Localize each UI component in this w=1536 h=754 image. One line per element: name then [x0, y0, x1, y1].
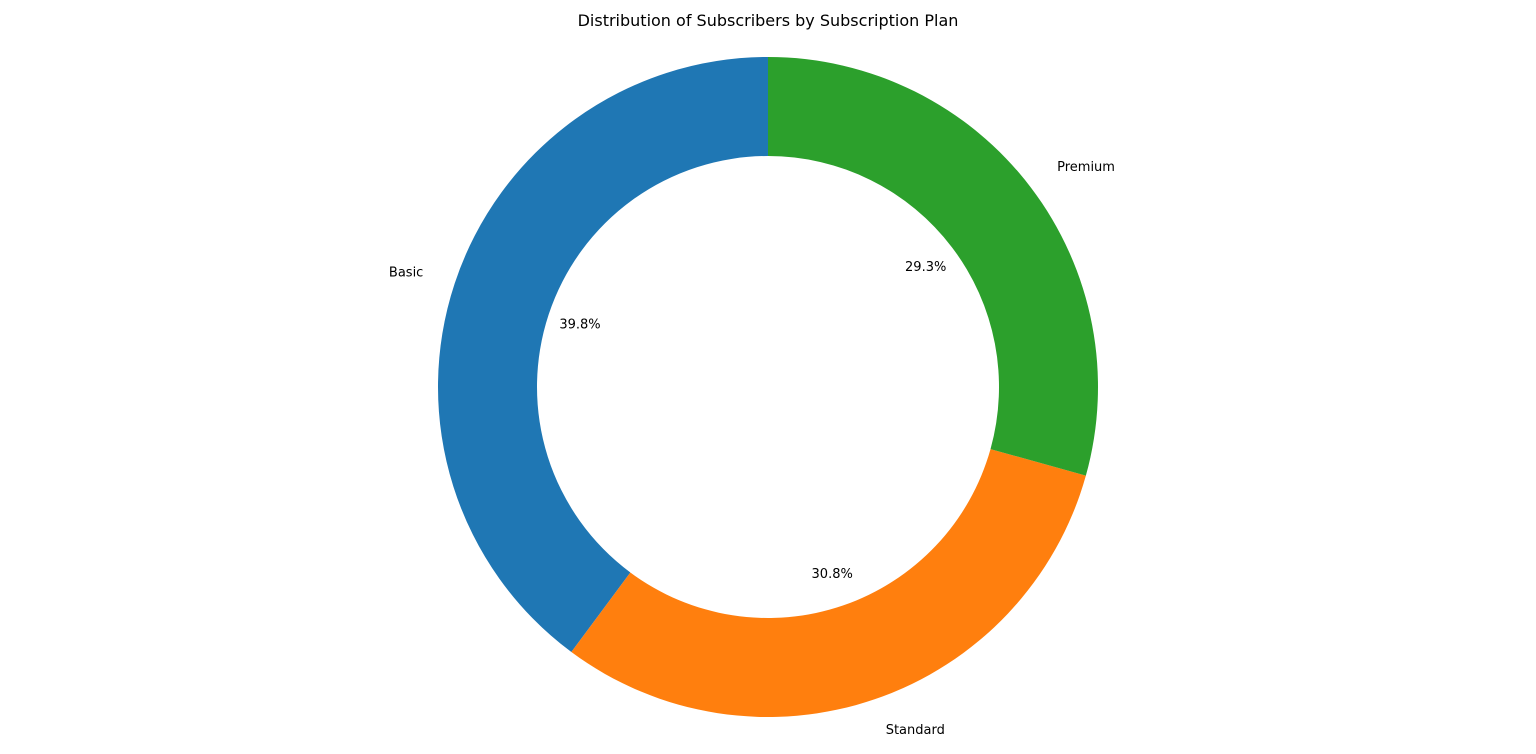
labels-layer: Basic 39.8% Standard 30.8% Premium 29.3%	[389, 160, 1115, 738]
pct-label-standard: 30.8%	[812, 567, 853, 582]
pct-label-premium: 29.3%	[905, 260, 946, 275]
slices-layer	[437, 57, 1098, 717]
pct-label-basic: 39.8%	[559, 317, 600, 332]
slice-standard	[571, 449, 1086, 717]
slice-basic	[437, 57, 768, 653]
chart-title: Distribution of Subscribers by Subscript…	[578, 11, 959, 30]
slice-label-premium: Premium	[1057, 160, 1115, 175]
slice-premium	[768, 57, 1098, 476]
slice-label-basic: Basic	[389, 266, 423, 281]
slice-label-standard: Standard	[886, 723, 945, 738]
